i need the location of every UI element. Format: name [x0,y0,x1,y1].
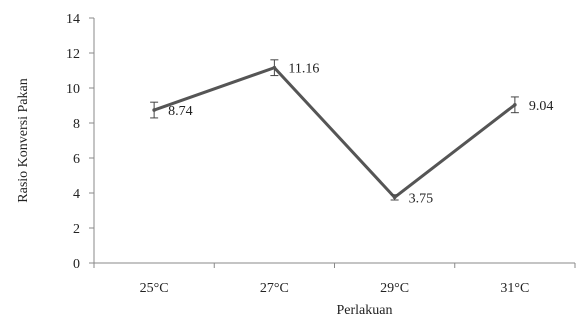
data-point [152,108,156,112]
x-tick-label: 29°C [380,281,409,296]
x-axis: 25°C 27°C 29°C 31°C [93,262,576,296]
y-tick-label: 4 [73,187,80,202]
y-tick-label: 8 [73,117,80,132]
y-tick-label: 6 [73,152,80,167]
series-line [153,65,516,200]
y-tick-label: 12 [66,47,80,62]
data-point [392,195,397,200]
y-axis: 0 2 4 6 8 10 12 14 [66,12,95,272]
x-tick-label: 31°C [500,281,529,296]
data-point [272,65,277,70]
x-tick-label: 25°C [140,281,169,296]
y-tick-label: 14 [66,12,80,27]
data-label: 9.04 [529,99,554,114]
x-axis-title: Perlakuan [337,303,393,318]
x-tick-label: 27°C [260,281,289,296]
y-tick-label: 0 [73,257,80,272]
y-tick-label: 10 [66,82,80,97]
data-label: 8.74 [168,104,193,119]
y-axis-title: Rasio Konversi Pakan [16,78,31,202]
data-label: 3.75 [409,191,434,206]
data-label: 11.16 [288,62,319,77]
plot-area: 8.74 11.16 3.75 9.04 [150,59,554,206]
y-tick-label: 2 [73,222,80,237]
data-point [513,103,517,107]
